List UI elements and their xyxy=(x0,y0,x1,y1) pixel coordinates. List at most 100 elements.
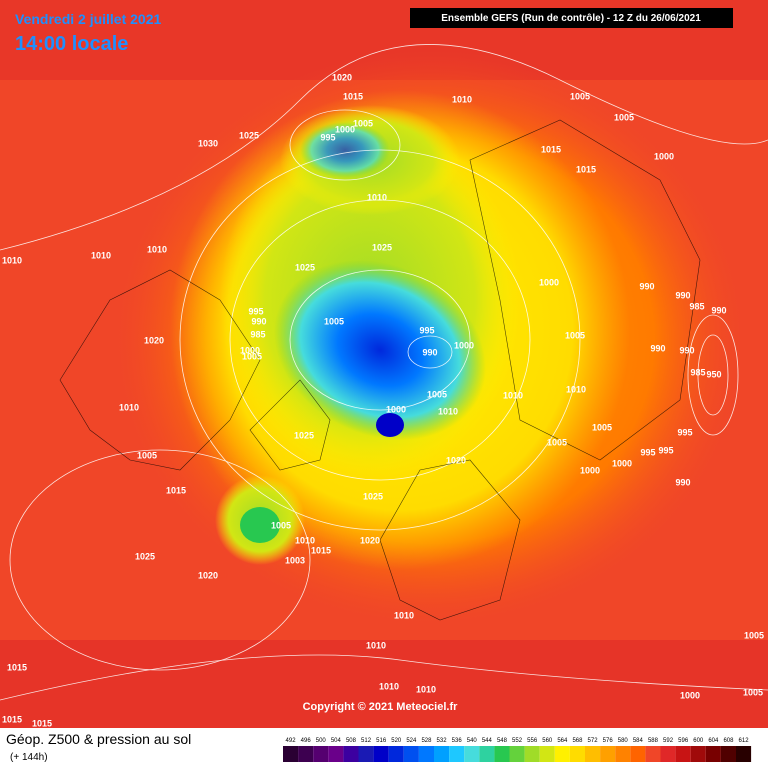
isobar-label: 995 xyxy=(640,447,655,457)
isobar-label: 1015 xyxy=(311,545,331,555)
isobar-label: 1015 xyxy=(32,718,52,728)
scale-label: 500 xyxy=(316,738,327,744)
isobar-label: 1020 xyxy=(144,335,164,345)
isobar-label: 1005 xyxy=(547,437,567,447)
scale-label: 540 xyxy=(467,738,478,744)
scale-swatch xyxy=(388,746,404,762)
isobar-label: 1010 xyxy=(2,255,22,265)
scale-swatch xyxy=(720,746,736,762)
isobar-label: 1000 xyxy=(580,465,600,475)
isobar-label: 1005 xyxy=(743,687,763,697)
scale-swatch xyxy=(403,746,419,762)
isobar-label: 1010 xyxy=(503,390,523,400)
isobar-label: 1025 xyxy=(239,130,259,140)
isobar-label: 990 xyxy=(251,316,266,326)
scale-swatch xyxy=(524,746,540,762)
scale-label: 528 xyxy=(421,738,432,744)
scale-label: 596 xyxy=(678,738,689,744)
isobar-label: 1005 xyxy=(744,630,764,640)
isobar-label: 1010 xyxy=(147,244,167,254)
isobar-label: 990 xyxy=(675,290,690,300)
background-band xyxy=(0,640,768,728)
isobar-label: 995 xyxy=(320,132,335,142)
scale-swatch xyxy=(554,746,570,762)
scale-swatch xyxy=(630,746,646,762)
isobar-label: 1000 xyxy=(539,277,559,287)
scale-label: 556 xyxy=(527,738,538,744)
isobar-label: 1005 xyxy=(271,520,291,530)
isobar-label: 1010 xyxy=(295,535,315,545)
scale-label: 580 xyxy=(618,738,629,744)
scale-label: 516 xyxy=(376,738,387,744)
scale-swatch xyxy=(509,746,525,762)
isobar-label: 1020 xyxy=(360,535,380,545)
isobar-label: 1025 xyxy=(135,551,155,561)
scale-label: 520 xyxy=(391,738,402,744)
scale-swatch xyxy=(690,746,706,762)
low-center xyxy=(274,260,486,440)
scale-label: 508 xyxy=(346,738,357,744)
scale-label: 576 xyxy=(603,738,614,744)
scale-swatch xyxy=(736,746,752,762)
isobar-label: 990 xyxy=(650,343,665,353)
isobar-label: 1020 xyxy=(198,570,218,580)
isobar-label: 995 xyxy=(248,306,263,316)
isobar-label: 1003 xyxy=(285,555,305,565)
scale-label: 512 xyxy=(361,738,372,744)
isobar-label: 1005 xyxy=(137,450,157,460)
scale-swatch xyxy=(464,746,480,762)
isobar-label: 990 xyxy=(679,345,694,355)
isobar-label: 1000 xyxy=(335,124,355,134)
scale-label: 496 xyxy=(301,738,312,744)
isobar-label: 1000 xyxy=(240,345,260,355)
isobar-label: 1005 xyxy=(592,422,612,432)
isobar-label: 990 xyxy=(639,281,654,291)
isobar-label: 1015 xyxy=(2,714,22,724)
isobar-label: 1015 xyxy=(541,144,561,154)
isobar-label: 1010 xyxy=(416,684,436,694)
isobar-label: 1000 xyxy=(654,151,674,161)
scale-swatch xyxy=(585,746,601,762)
scale-swatch xyxy=(434,746,450,762)
copyright: Copyright © 2021 Meteociel.fr xyxy=(303,701,459,713)
date: Vendredi 2 juillet 2021 xyxy=(15,11,162,27)
color-scale: 492 496 500 504 508 512 516 520 524 528 532 536 540 5… xyxy=(283,738,752,762)
scale-label: 584 xyxy=(633,738,644,744)
scale-swatch xyxy=(539,746,555,762)
scale-label: 544 xyxy=(482,738,493,744)
scale-swatch xyxy=(418,746,434,762)
isobar-label: 995 xyxy=(658,445,673,455)
scale-swatch xyxy=(479,746,495,762)
isobar-label: 1025 xyxy=(372,242,392,252)
scale-label: 604 xyxy=(708,738,719,744)
scale-label: 560 xyxy=(542,738,553,744)
low-center xyxy=(240,507,280,543)
scale-swatch xyxy=(313,746,329,762)
coastlines xyxy=(59,119,701,621)
scale-label: 600 xyxy=(693,738,704,744)
isobar-label: 1010 xyxy=(379,681,399,691)
isobar-label: 1010 xyxy=(394,610,414,620)
scale-swatch xyxy=(494,746,510,762)
isobar-label: 1025 xyxy=(363,491,383,501)
low-center xyxy=(376,413,404,437)
scale-swatch xyxy=(358,746,374,762)
isobar-label: 990 xyxy=(711,305,726,315)
scale-swatch xyxy=(298,746,314,762)
isobar-label: 1020 xyxy=(332,72,352,82)
isobar-label: 1020 xyxy=(446,455,466,465)
isobar-label: 1000 xyxy=(386,404,406,414)
scale-label: 612 xyxy=(739,738,750,744)
scale-swatch xyxy=(660,746,676,762)
isobars xyxy=(0,44,768,701)
isobar-label: 1010 xyxy=(367,192,387,202)
isobar-label: 1005 xyxy=(353,118,373,128)
lead-time: (+ 144h) xyxy=(10,752,48,763)
scale-swatch xyxy=(283,746,299,762)
isobar-label: 1030 xyxy=(198,138,218,148)
scale-label: 568 xyxy=(572,738,583,744)
scale-label: 532 xyxy=(437,738,448,744)
scale-swatch xyxy=(645,746,661,762)
